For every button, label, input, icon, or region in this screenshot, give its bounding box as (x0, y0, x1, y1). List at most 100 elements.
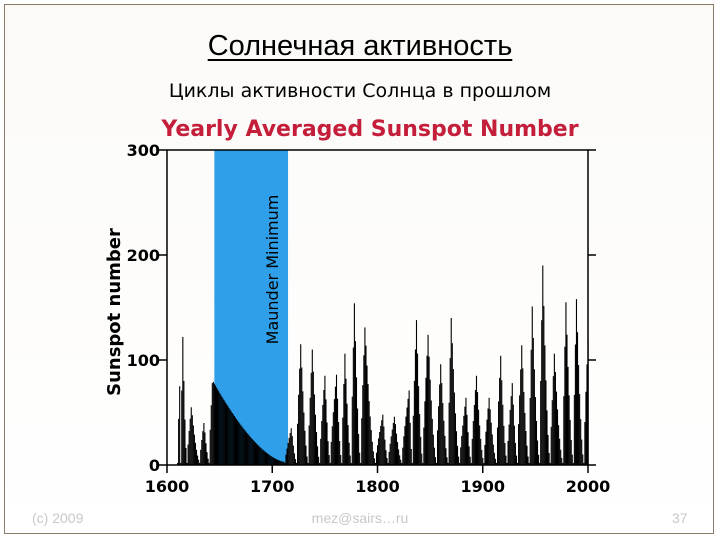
sunspot-bar (244, 430, 246, 465)
sunspot-bar (555, 391, 558, 465)
sunspot-bar (217, 389, 219, 465)
sunspot-bar (308, 425, 310, 465)
sunspot-bar (581, 439, 583, 465)
sunspot-bar (562, 462, 564, 465)
sunspot-bar (558, 425, 560, 465)
sunspot-bar (347, 425, 349, 465)
sunspot-bar (534, 397, 536, 465)
sunspot-bar (240, 424, 242, 465)
sunspot-bar (448, 402, 450, 465)
sunspot-bar (302, 391, 304, 465)
sunspot-bar (560, 449, 562, 465)
sunspot-bar (507, 440, 509, 465)
sunspot-bar (287, 442, 289, 465)
sunspot-bar (388, 451, 390, 465)
sunspot-bar (405, 416, 407, 465)
sunspot-bar (329, 462, 331, 465)
sunspot-bar (320, 438, 322, 465)
sunspot-bar (465, 397, 467, 465)
sunspot-bar (354, 341, 356, 465)
sunspot-bar (480, 438, 482, 465)
sunspot-bar (527, 456, 529, 465)
sunspot-bar (573, 394, 575, 465)
sunspot-bar (358, 433, 360, 465)
sunspot-bar (291, 436, 293, 465)
sunspot-bar (378, 438, 380, 465)
sunspot-bar (184, 419, 186, 465)
sunspot-bar (446, 457, 448, 465)
sunspot-bar (366, 365, 368, 465)
sunspot-bar (536, 440, 539, 465)
sunspot-bar (390, 436, 392, 465)
sunspot-bar (339, 441, 341, 465)
axes-layer: 1600 1700 1800 1900 2000 0 100 200 300 (127, 141, 611, 496)
sunspot-bar (220, 394, 222, 465)
sunspot-bar (394, 424, 396, 465)
sunspot-bar (257, 444, 259, 465)
sunspot-bar (341, 462, 343, 465)
sunspot-bar (185, 447, 187, 465)
sunspot-bar (398, 449, 400, 465)
sunspot-bar (578, 365, 580, 465)
sunspot-bar (460, 447, 462, 465)
sunspot-bar (272, 457, 274, 465)
slide-title: Солнечная активность (207, 30, 513, 62)
sunspot-bar (324, 375, 326, 465)
sunspot-bar (211, 383, 213, 465)
sunspot-bar (439, 384, 441, 465)
y-axis-label: Sunspot number (104, 228, 125, 396)
sunspot-bar (385, 450, 387, 465)
sunspot-bar (470, 462, 472, 465)
footer-page-number: 37 (672, 510, 688, 526)
sunspot-bar (221, 396, 223, 465)
sunspot-bar (423, 427, 425, 465)
sunspot-bar (433, 447, 435, 465)
sunspot-bar (229, 409, 231, 465)
sunspot-bar (315, 432, 318, 465)
sunspot-bar (511, 383, 513, 465)
sunspot-bar (180, 462, 182, 465)
sunspot-bar (474, 389, 476, 465)
sunspot-bar (492, 444, 494, 465)
sunspot-bar (496, 427, 499, 465)
sunspot-bar (190, 407, 192, 465)
sunspot-bar (259, 446, 261, 465)
sunspot-bar (368, 401, 370, 465)
sunspot-bar (235, 419, 238, 465)
sunspot-bar (253, 441, 255, 465)
sunspot-bar (269, 455, 271, 465)
sunspot-bar (452, 369, 454, 465)
maunder-minimum-label: Maunder Minimum (263, 195, 282, 345)
sunspot-bar (384, 439, 386, 465)
sunspot-bar (250, 437, 252, 465)
sunspot-bar (179, 386, 181, 465)
sunspot-bar (552, 376, 554, 465)
sunspot-bar (265, 452, 267, 465)
sunspot-bar (542, 265, 544, 465)
sunspot-bar (178, 418, 180, 465)
sunspot-bar (568, 395, 570, 465)
sunspot-bar (551, 400, 553, 465)
sunspot-bar (449, 358, 451, 465)
sunspot-bar (189, 418, 191, 465)
sunspot-bar (367, 384, 369, 465)
sunspot-bar (411, 462, 413, 465)
sunspot-bar (467, 432, 469, 465)
sunspot-bar (523, 391, 525, 465)
sunspot-bar (419, 414, 421, 465)
sunspot-bar (521, 345, 523, 465)
sunspot-bar (370, 430, 372, 465)
sunspot-bar (230, 411, 232, 465)
sunspot-bar (298, 394, 300, 465)
sunspot-bar (198, 459, 200, 465)
sunspot-bar (416, 353, 419, 465)
sunspot-bar (318, 456, 320, 465)
sunspot-bar (300, 344, 302, 465)
sunspot-bar (201, 439, 203, 465)
sunspot-bar (247, 434, 249, 465)
sunspot-bar (374, 462, 376, 465)
sunspot-bar (335, 374, 338, 465)
sunspot-bar (563, 396, 565, 465)
sunspot-bar (192, 425, 194, 465)
